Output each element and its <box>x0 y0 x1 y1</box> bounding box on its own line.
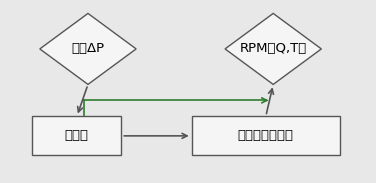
Polygon shape <box>40 13 136 84</box>
Polygon shape <box>225 13 321 84</box>
Text: 差压ΔP: 差压ΔP <box>71 42 105 55</box>
Text: 控制器: 控制器 <box>65 129 89 142</box>
FancyBboxPatch shape <box>192 116 340 155</box>
FancyBboxPatch shape <box>32 116 121 155</box>
Text: 测试累计数据库: 测试累计数据库 <box>238 129 294 142</box>
Text: RPM（Q,T）: RPM（Q,T） <box>240 42 307 55</box>
